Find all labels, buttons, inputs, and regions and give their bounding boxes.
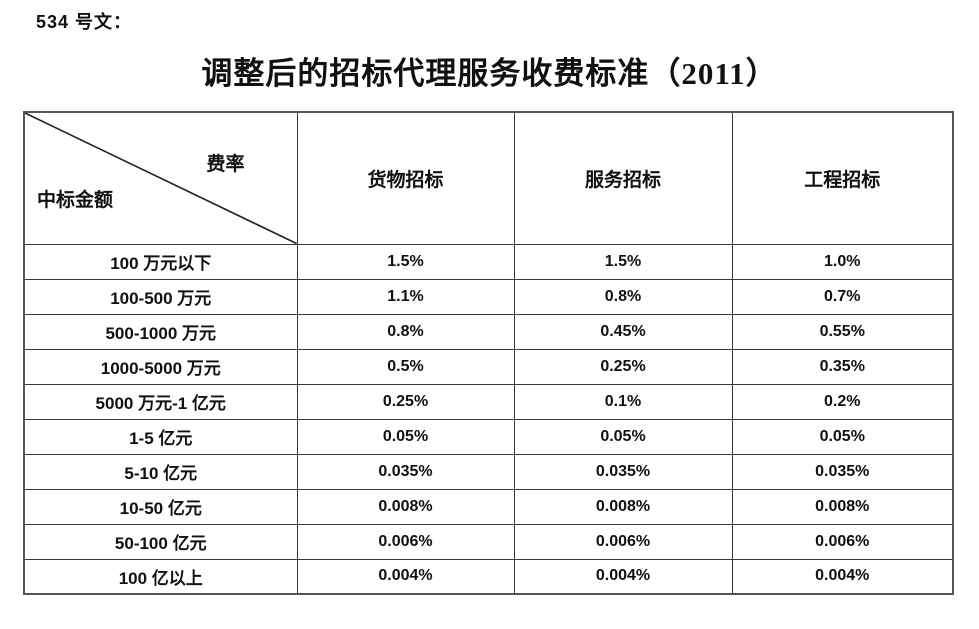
table-row: 500-1000 万元 0.8% 0.45% 0.55% bbox=[23, 313, 954, 350]
diagonal-divider bbox=[25, 113, 297, 244]
rate-cell: 1.0% bbox=[731, 243, 954, 280]
row-label: 5000 万元-1 亿元 bbox=[23, 383, 298, 420]
fee-rate-table: 费率 中标金额 货物招标 服务招标 工程招标 100 万元以下 1.5% 1.5… bbox=[23, 111, 954, 595]
row-label: 100 万元以下 bbox=[23, 243, 298, 280]
rate-cell: 0.7% bbox=[731, 278, 954, 315]
table-row: 100 万元以下 1.5% 1.5% 1.0% bbox=[23, 243, 954, 280]
row-label: 1-5 亿元 bbox=[23, 418, 298, 455]
rate-cell: 0.035% bbox=[513, 453, 733, 490]
rate-cell: 0.004% bbox=[296, 558, 515, 595]
rate-cell: 0.8% bbox=[513, 278, 733, 315]
rate-cell: 0.035% bbox=[731, 453, 954, 490]
table-row: 1000-5000 万元 0.5% 0.25% 0.35% bbox=[23, 348, 954, 385]
rate-cell: 0.05% bbox=[296, 418, 515, 455]
rate-cell: 0.008% bbox=[296, 488, 515, 525]
row-label: 5-10 亿元 bbox=[23, 453, 298, 490]
rate-cell: 0.8% bbox=[296, 313, 515, 350]
table-row: 100-500 万元 1.1% 0.8% 0.7% bbox=[23, 278, 954, 315]
rate-cell: 0.008% bbox=[731, 488, 954, 525]
rate-cell: 0.25% bbox=[296, 383, 515, 420]
rate-cell: 0.5% bbox=[296, 348, 515, 385]
rate-cell: 1.5% bbox=[513, 243, 733, 280]
column-header-engineering: 工程招标 bbox=[731, 111, 954, 245]
rate-cell: 1.5% bbox=[296, 243, 515, 280]
table-row: 50-100 亿元 0.006% 0.006% 0.006% bbox=[23, 523, 954, 560]
rate-cell: 0.006% bbox=[296, 523, 515, 560]
rate-cell: 0.35% bbox=[731, 348, 954, 385]
corner-fee-rate-label: 费率 bbox=[206, 154, 245, 175]
row-label: 100-500 万元 bbox=[23, 278, 298, 315]
row-label: 10-50 亿元 bbox=[23, 488, 298, 525]
row-label: 100 亿以上 bbox=[23, 558, 298, 595]
rate-cell: 0.25% bbox=[513, 348, 733, 385]
rate-cell: 0.45% bbox=[513, 313, 733, 350]
column-header-services: 服务招标 bbox=[513, 111, 733, 245]
table-row: 100 亿以上 0.004% 0.004% 0.004% bbox=[23, 558, 954, 595]
rate-cell: 0.035% bbox=[296, 453, 515, 490]
document-number-label: 534 号文： bbox=[36, 12, 133, 32]
rate-cell: 0.05% bbox=[513, 418, 733, 455]
rate-cell: 0.004% bbox=[513, 558, 733, 595]
rate-cell: 0.2% bbox=[731, 383, 954, 420]
corner-amount-label: 中标金额 bbox=[37, 190, 114, 211]
rate-cell: 1.1% bbox=[296, 278, 515, 315]
rate-cell: 0.55% bbox=[731, 313, 954, 350]
table-row: 1-5 亿元 0.05% 0.05% 0.05% bbox=[23, 418, 954, 455]
rate-cell: 0.05% bbox=[731, 418, 954, 455]
rate-cell: 0.004% bbox=[731, 558, 954, 595]
rate-cell: 0.006% bbox=[513, 523, 733, 560]
rate-cell: 0.006% bbox=[731, 523, 954, 560]
page-title: 调整后的招标代理服务收费标准（2011） bbox=[201, 56, 778, 91]
rate-cell: 0.008% bbox=[513, 488, 733, 525]
row-label: 50-100 亿元 bbox=[23, 523, 298, 560]
table-header-row: 费率 中标金额 货物招标 服务招标 工程招标 bbox=[23, 111, 954, 245]
table-row: 5000 万元-1 亿元 0.25% 0.1% 0.2% bbox=[23, 383, 954, 420]
row-label: 500-1000 万元 bbox=[23, 313, 298, 350]
corner-header-cell: 费率 中标金额 bbox=[23, 111, 298, 245]
rate-cell: 0.1% bbox=[513, 383, 733, 420]
row-label: 1000-5000 万元 bbox=[23, 348, 298, 385]
table-row: 10-50 亿元 0.008% 0.008% 0.008% bbox=[23, 488, 954, 525]
table-row: 5-10 亿元 0.035% 0.035% 0.035% bbox=[23, 453, 954, 490]
column-header-goods: 货物招标 bbox=[296, 111, 515, 245]
